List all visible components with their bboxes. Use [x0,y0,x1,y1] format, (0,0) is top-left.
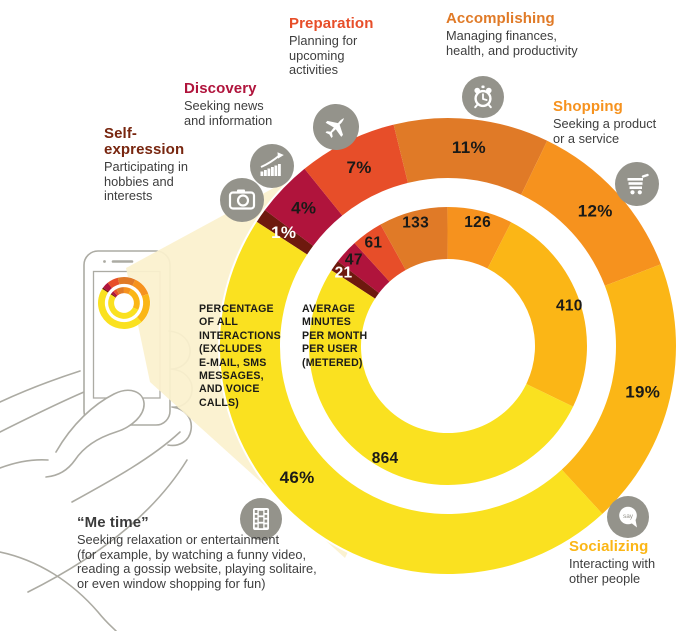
phone-camera-dot [103,260,106,263]
inner-segment-1 [111,291,118,297]
callout-description: Seeking relaxation or entertainment (for… [77,532,317,591]
minutes-label-3: 133 [402,215,429,232]
outer-segment-4 [521,140,661,286]
callout-title: Preparation [289,15,374,32]
minutes-label-6: 864 [372,450,399,467]
shopping-cart-icon [615,162,659,206]
inner-segment-1 [337,243,390,293]
minutes-label-4: 126 [464,214,491,231]
outer-ring-annotation: PERCENTAGE OF ALL INTERACTIONS (EXCLUDES… [199,303,281,409]
callout-title: Discovery [184,80,257,97]
outer-segment-1 [103,282,112,292]
callout-preparation: Preparation Planning for upcoming activi… [289,16,409,78]
growth-chart-icon [250,144,294,188]
airplane-icon [313,104,359,150]
phone-screen-chart [97,276,151,330]
callout-description: Seeking news and information [184,98,273,128]
outer-segment-1 [264,168,343,246]
inner-segment-4 [123,287,132,295]
film-strip-icon [240,498,282,540]
percent-label-0: 1% [271,223,296,242]
inner-segment-3 [380,207,448,270]
outer-segment-4 [132,279,149,297]
percent-label-5: 19% [625,383,660,402]
callout-self-expression: Self- expression Participating in hobbie… [104,126,224,204]
callout-description: Planning for upcoming activities [289,33,358,78]
outer-segment-3 [117,277,136,286]
hand-back-line-2 [0,391,85,433]
callout-me-time: “Me time” Seeking relaxation or entertai… [77,515,377,591]
thumb-web-line [0,459,49,469]
percent-label-1: 4% [291,199,316,218]
callout-title: Shopping [553,98,623,115]
wrist-line [0,551,117,631]
outer-segment-2 [304,124,408,216]
callout-shopping: Shopping Seeking a product or a service [553,99,688,146]
minutes-label-5: 410 [556,298,583,315]
hand-back-line-1 [0,370,81,403]
callout-title: Self- expression [104,125,185,158]
percent-label-3: 11% [452,138,486,157]
inner-segment-5 [487,222,587,407]
inner-segment-2 [113,289,120,296]
speech-bubble-text: say [623,513,634,520]
inner-segment-5 [128,288,140,310]
inner-ring-annotation: AVERAGE MINUTES PER MONTH PER USER (METE… [302,303,368,369]
inner-segment-6 [108,294,139,319]
minutes-label-1: 47 [345,252,363,269]
palm-outline [27,459,188,593]
inner-segment-0 [331,261,380,299]
inner-segment-2 [354,224,406,282]
donut-backdrop [97,276,151,330]
outer-segment-6 [98,288,142,329]
percent-label-4: 12% [578,202,613,221]
camera-icon [220,178,264,222]
outer-segment-6 [219,221,603,575]
outer-segment-0 [256,210,314,255]
outer-segment-0 [102,287,109,293]
callout-socializing: Socializing Interacting with other peopl… [569,539,692,586]
percent-label-2: 7% [346,158,371,177]
thumb [45,389,145,478]
inner-segment-4 [447,206,512,269]
outer-segment-5 [561,264,677,514]
inner-segment-3 [116,287,124,295]
callout-accomplishing: Accomplishing Managing finances, health,… [446,11,636,58]
callout-title: Accomplishing [446,10,555,27]
callout-title: “Me time” [77,514,149,531]
palm-crease [71,431,181,503]
minutes-label-0: 21 [335,265,353,282]
inner-segment-6 [309,270,574,485]
speech-bubble-icon: say [607,496,649,538]
minutes-label-2: 61 [364,234,382,251]
outer-segment-5 [136,293,150,323]
inner-segment-0 [110,293,117,298]
percent-label-6: 46% [280,468,315,487]
alarm-clock-icon [462,76,504,118]
callout-title: Socializing [569,538,649,555]
donut-backdrop [218,116,678,576]
callout-discovery: Discovery Seeking news and information [184,81,314,128]
callout-description: Participating in hobbies and interests [104,159,188,204]
category-icons: say [220,76,659,540]
callout-description: Managing finances, health, and productiv… [446,28,578,58]
outer-segment-3 [393,117,548,195]
callout-description: Seeking a product or a service [553,116,657,146]
outer-segment-2 [107,277,120,289]
callout-description: Interacting with other people [569,556,656,586]
